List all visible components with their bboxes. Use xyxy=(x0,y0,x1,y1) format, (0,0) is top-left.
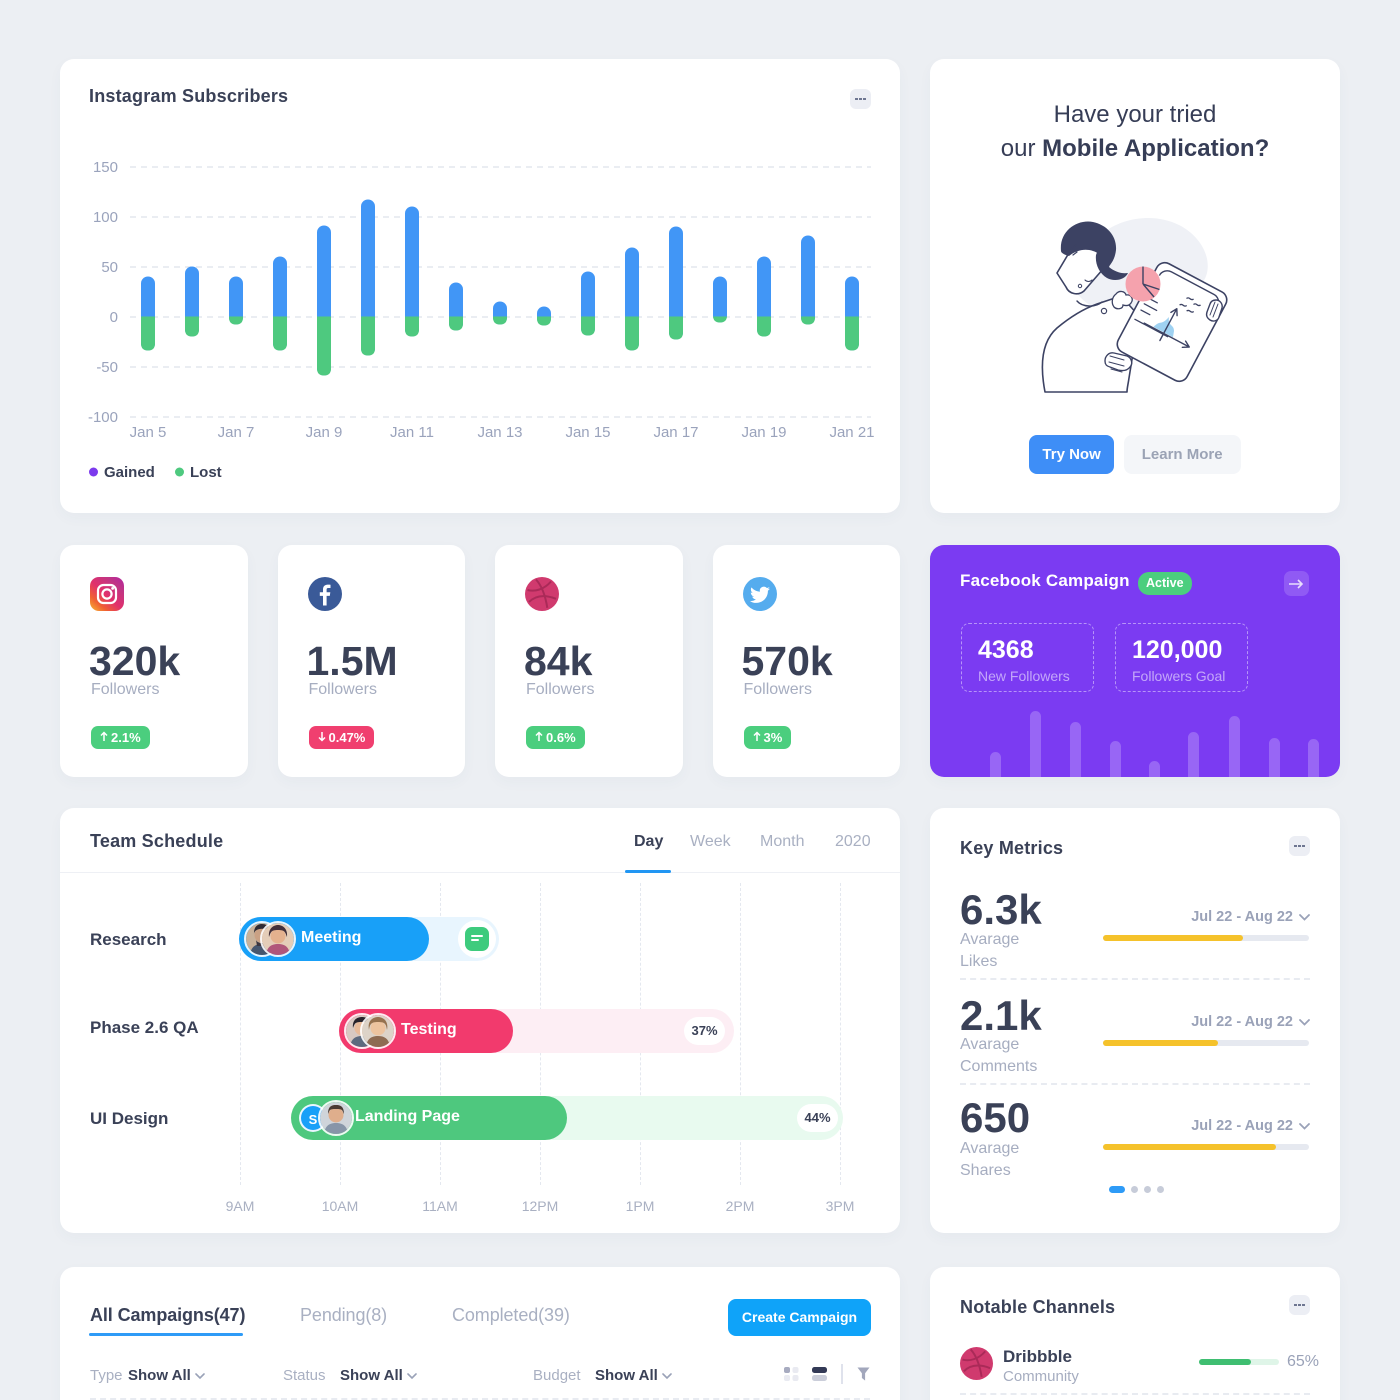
svg-text:-100: -100 xyxy=(88,409,118,426)
svg-text:Jan 15: Jan 15 xyxy=(565,424,610,441)
svg-text:Jan 7: Jan 7 xyxy=(218,424,255,441)
svg-text:50: 50 xyxy=(101,259,118,276)
svg-text:-50: -50 xyxy=(96,359,118,376)
svg-text:Lost: Lost xyxy=(190,464,222,481)
svg-text:0: 0 xyxy=(110,309,118,326)
svg-text:Jan 13: Jan 13 xyxy=(477,424,522,441)
svg-text:100: 100 xyxy=(93,209,118,226)
svg-text:Jan 9: Jan 9 xyxy=(306,424,343,441)
svg-text:Jan 5: Jan 5 xyxy=(130,424,167,441)
svg-text:Jan 19: Jan 19 xyxy=(741,424,786,441)
svg-text:Jan 17: Jan 17 xyxy=(653,424,698,441)
svg-text:Jan 21: Jan 21 xyxy=(829,424,874,441)
svg-text:Jan 11: Jan 11 xyxy=(390,424,434,441)
svg-text:150: 150 xyxy=(93,159,118,176)
svg-text:Gained: Gained xyxy=(104,464,155,481)
